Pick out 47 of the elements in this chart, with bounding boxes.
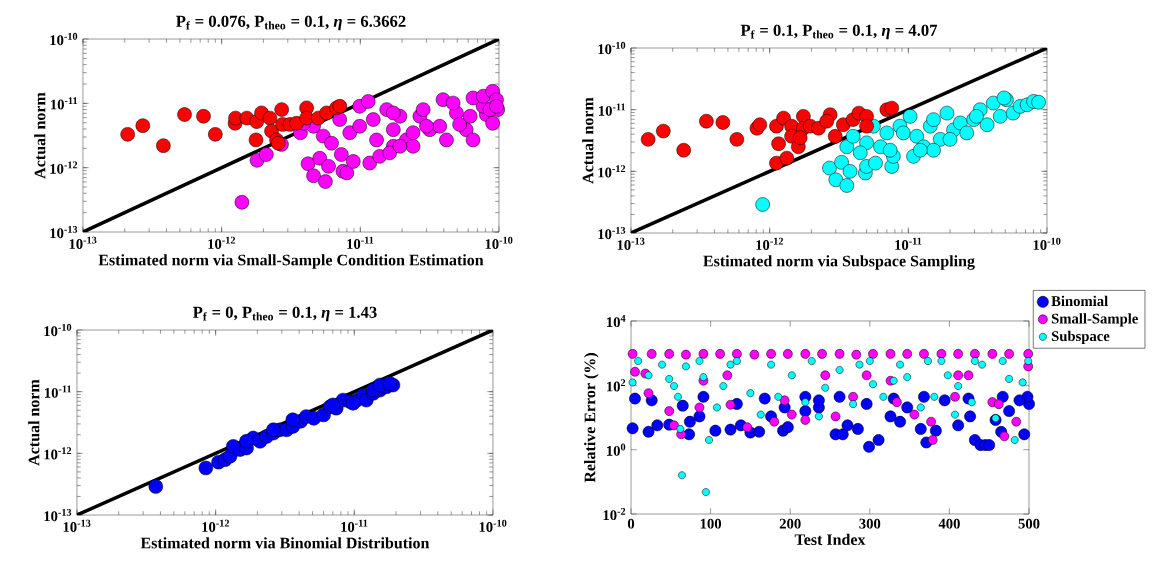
chart-title: P$_{f}$ = 0, P$_{theo}$ = 0.1, η = 1.43 xyxy=(192,306,377,322)
x-tick-label: 200 xyxy=(779,518,801,529)
x-axis-title: Estimated norm via Binomial Distribution xyxy=(140,537,430,549)
x-tick-label: 10$^{-10}$ xyxy=(1033,237,1061,250)
chart-title: P$_{f}$ = 0.076, P$_{theo}$ = 0.1, η = 6.3662 xyxy=(176,15,406,31)
x-tick-label: 10$^{-11}$ xyxy=(895,237,922,250)
y-tick-label: 10$^{0}$ xyxy=(607,443,626,456)
y-tick-label: 10$^{4}$ xyxy=(607,314,626,328)
x-tick-label: 100 xyxy=(700,518,722,529)
y-tick-label: 10$^{-11}$ xyxy=(50,97,78,110)
y-tick-label: 10$^{-10}$ xyxy=(598,41,626,55)
x-tick-label: 300 xyxy=(859,518,881,529)
y-axis-title: Relative Error (%) xyxy=(584,353,599,483)
x-axis-title: Test Index xyxy=(794,533,866,546)
x-tick-label: 0 xyxy=(627,518,635,529)
y-tick-label: 10$^{-2}$ xyxy=(603,507,626,521)
y-tick-label: 10$^{-10}$ xyxy=(50,32,78,46)
x-tick-label: 10$^{-13}$ xyxy=(617,237,645,250)
x-tick-label: 10$^{-11}$ xyxy=(347,236,374,249)
y-axis-title: Actual norm xyxy=(34,92,46,179)
y-tick-label: 10$^{-13}$ xyxy=(598,226,626,240)
x-tick-label: 10$^{-10}$ xyxy=(485,236,513,249)
chart-title: P$_{f}$ = 0.1, P$_{theo}$ = 0.1, η = 4.07 xyxy=(740,24,938,40)
legend-label: Small-Sample xyxy=(1051,313,1138,327)
x-tick-label: 400 xyxy=(938,518,960,529)
legend-label: Subspace xyxy=(1051,330,1110,345)
y-tick-label: 10$^{-13}$ xyxy=(50,225,78,239)
y-axis-title: Actual norm xyxy=(582,97,594,184)
y-tick-label: 10$^{-12}$ xyxy=(44,447,72,460)
x-tick-label: 10$^{-13}$ xyxy=(63,519,91,532)
legend-label: Binomial xyxy=(1051,295,1108,307)
y-axis-title: Actual norm xyxy=(28,379,40,466)
x-axis-title: Estimated norm via Subspace Sampling xyxy=(703,255,975,270)
x-tick-label: 10$^{-10}$ xyxy=(479,519,507,532)
y-tick-label: 10$^{-12}$ xyxy=(50,161,78,174)
y-tick-label: 10$^{-10}$ xyxy=(44,323,72,337)
x-tick-label: 10$^{-12}$ xyxy=(208,236,236,249)
y-tick-label: 10$^{2}$ xyxy=(607,379,626,392)
x-tick-label: 10$^{-13}$ xyxy=(69,236,97,249)
y-tick-label: 10$^{-11}$ xyxy=(598,103,626,116)
x-axis-title: Estimated norm via Small-Sample Condition Estimation xyxy=(98,254,484,269)
y-tick-label: 10$^{-12}$ xyxy=(598,165,626,178)
y-tick-label: 10$^{-11}$ xyxy=(44,385,72,398)
x-tick-label: 500 xyxy=(1018,518,1040,529)
x-tick-label: 10$^{-12}$ xyxy=(202,519,230,532)
x-tick-label: 10$^{-12}$ xyxy=(756,237,784,250)
x-tick-label: 10$^{-11}$ xyxy=(341,519,368,532)
